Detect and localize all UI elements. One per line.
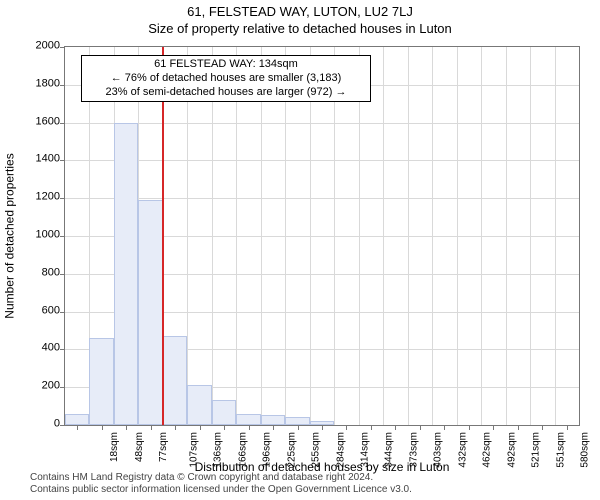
property-size-marker [162, 47, 164, 425]
x-tick-mark [444, 425, 445, 430]
grid-line-horizontal [65, 160, 579, 161]
x-tick-mark [298, 425, 299, 430]
histogram-bar [89, 338, 113, 425]
x-tick-label: 18sqm [110, 432, 120, 462]
footer-attribution: Contains HM Land Registry data © Crown c… [30, 472, 412, 496]
x-tick-mark [371, 425, 372, 430]
histogram-bar [285, 417, 309, 425]
x-tick-label: 77sqm [159, 432, 169, 462]
y-tick-mark [60, 85, 65, 86]
x-tick-label: 580sqm [581, 432, 591, 468]
y-tick-label: 200 [42, 381, 60, 392]
footer-line-2: Contains public sector information licen… [30, 484, 412, 496]
x-tick-mark [77, 425, 78, 430]
y-tick-mark [60, 47, 65, 48]
x-tick-label: 48sqm [135, 432, 145, 462]
y-axis-label: Number of detached properties [3, 153, 17, 318]
y-tick-label: 600 [42, 305, 60, 316]
x-tick-mark [273, 425, 274, 430]
x-tick-mark [395, 425, 396, 430]
x-tick-label: 225sqm [287, 432, 297, 468]
y-tick-label: 1400 [36, 154, 60, 165]
x-tick-mark [126, 425, 127, 430]
x-tick-label: 373sqm [410, 432, 420, 468]
annotation-line: ← 76% of detached houses are smaller (3,… [86, 72, 366, 86]
grid-line-horizontal [65, 198, 579, 199]
y-tick-mark [60, 160, 65, 161]
x-tick-mark [518, 425, 519, 430]
y-tick-mark [60, 349, 65, 350]
grid-line-horizontal [65, 123, 579, 124]
x-tick-mark [469, 425, 470, 430]
sub-title: Size of property relative to detached ho… [0, 19, 600, 36]
annotation-line: 61 FELSTEAD WAY: 134sqm [86, 58, 366, 72]
x-tick-label: 521sqm [532, 432, 542, 468]
x-tick-mark [493, 425, 494, 430]
annotation-line: 23% of semi-detached houses are larger (… [86, 86, 366, 100]
x-tick-mark [420, 425, 421, 430]
x-tick-label: 403sqm [434, 432, 444, 468]
x-tick-label: 196sqm [263, 432, 273, 468]
y-tick-label: 0 [54, 419, 60, 430]
y-tick-label: 1800 [36, 78, 60, 89]
y-tick-label: 2000 [36, 41, 60, 52]
x-tick-mark [224, 425, 225, 430]
main-title: 61, FELSTEAD WAY, LUTON, LU2 7LJ [0, 0, 600, 19]
x-tick-label: 344sqm [385, 432, 395, 468]
x-tick-label: 432sqm [458, 432, 468, 468]
y-axis-label-wrap: Number of detached properties [2, 46, 18, 426]
plot-area: 61 FELSTEAD WAY: 134sqm← 76% of detached… [64, 46, 580, 426]
x-tick-mark [249, 425, 250, 430]
histogram-bar [65, 414, 89, 425]
histogram-bar [138, 200, 162, 425]
x-tick-mark [567, 425, 568, 430]
x-tick-label: 136sqm [214, 432, 224, 468]
y-tick-mark [60, 123, 65, 124]
footer-line-1: Contains HM Land Registry data © Crown c… [30, 472, 412, 484]
histogram-bar [114, 123, 138, 425]
y-tick-label: 800 [42, 267, 60, 278]
x-tick-label: 107sqm [189, 432, 199, 468]
x-tick-label: 255sqm [312, 432, 322, 468]
y-tick-label: 1600 [36, 116, 60, 127]
x-tick-label: 492sqm [507, 432, 517, 468]
y-tick-mark [60, 312, 65, 313]
y-tick-mark [60, 274, 65, 275]
y-tick-mark [60, 425, 65, 426]
y-tick-mark [60, 387, 65, 388]
y-tick-mark [60, 198, 65, 199]
x-tick-label: 314sqm [361, 432, 371, 468]
histogram-bar [163, 336, 187, 425]
y-tick-label: 1200 [36, 192, 60, 203]
x-tick-mark [322, 425, 323, 430]
histogram-bar [261, 415, 285, 425]
y-tick-mark [60, 236, 65, 237]
x-tick-mark [542, 425, 543, 430]
x-tick-mark [151, 425, 152, 430]
x-tick-mark [175, 425, 176, 430]
y-tick-label: 400 [42, 343, 60, 354]
x-tick-label: 462sqm [483, 432, 493, 468]
x-tick-mark [200, 425, 201, 430]
x-tick-mark [102, 425, 103, 430]
annotation-box: 61 FELSTEAD WAY: 134sqm← 76% of detached… [81, 55, 371, 102]
y-tick-label: 1000 [36, 230, 60, 241]
histogram-bar [236, 414, 260, 425]
x-tick-label: 551sqm [556, 432, 566, 468]
x-tick-label: 166sqm [238, 432, 248, 468]
histogram-bar [212, 400, 236, 425]
x-tick-label: 284sqm [336, 432, 346, 468]
x-tick-mark [346, 425, 347, 430]
histogram-bar [187, 385, 211, 425]
